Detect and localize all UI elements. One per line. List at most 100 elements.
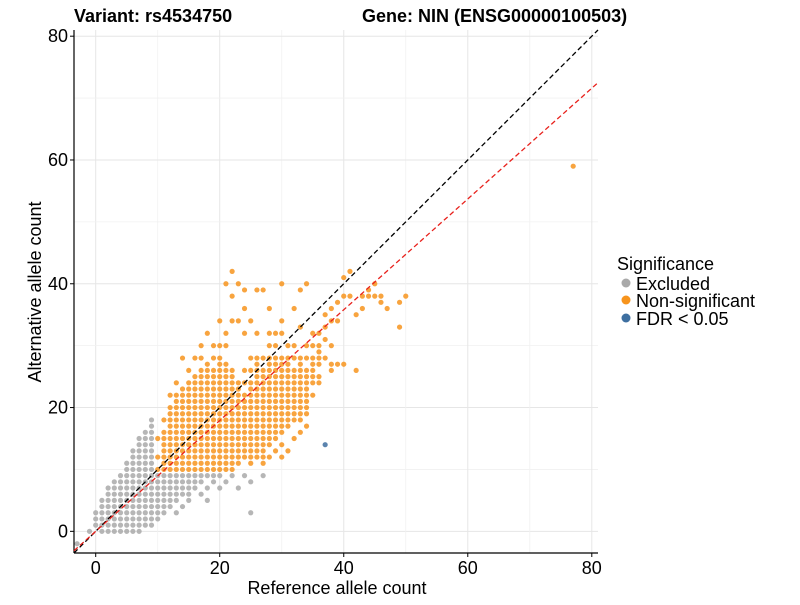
point-non-significant <box>372 293 378 299</box>
point-non-significant <box>272 423 279 429</box>
point-non-significant <box>316 343 322 349</box>
point-non-significant <box>167 448 173 454</box>
point-excluded <box>248 479 254 485</box>
point-non-significant <box>210 435 217 442</box>
point-excluded <box>142 442 148 448</box>
point-non-significant <box>396 324 403 330</box>
point-non-significant <box>322 336 328 343</box>
point-non-significant <box>173 398 179 404</box>
x-tick-label: 0 <box>91 558 101 578</box>
point-non-significant <box>396 299 403 305</box>
point-excluded <box>142 503 148 510</box>
point-non-significant <box>210 380 217 386</box>
point-excluded <box>136 435 142 442</box>
point-non-significant <box>241 435 248 442</box>
point-non-significant <box>248 404 254 411</box>
point-non-significant <box>173 429 179 435</box>
x-tick-label: 60 <box>458 558 478 578</box>
point-non-significant <box>217 392 223 398</box>
point-excluded <box>173 491 179 497</box>
point-excluded <box>86 528 93 534</box>
point-excluded <box>148 485 155 491</box>
point-non-significant <box>179 386 186 392</box>
point-excluded <box>173 497 179 503</box>
point-non-significant <box>179 417 186 423</box>
point-excluded <box>117 473 124 479</box>
point-non-significant <box>353 367 359 374</box>
point-non-significant <box>161 448 167 454</box>
point-non-significant <box>229 318 235 324</box>
point-excluded <box>130 454 136 460</box>
point-excluded <box>161 473 167 479</box>
point-non-significant <box>285 343 291 349</box>
point-non-significant <box>223 380 229 386</box>
point-excluded <box>136 497 142 503</box>
point-non-significant <box>266 367 272 374</box>
point-non-significant <box>179 454 186 460</box>
point-excluded <box>124 528 130 534</box>
point-excluded <box>173 510 179 516</box>
point-non-significant <box>198 442 204 448</box>
point-non-significant <box>279 411 285 417</box>
point-non-significant <box>285 398 291 404</box>
point-non-significant <box>198 448 204 454</box>
point-non-significant <box>198 355 204 361</box>
point-non-significant <box>272 429 279 435</box>
point-non-significant <box>186 411 192 417</box>
point-excluded <box>148 522 155 528</box>
point-excluded <box>155 491 161 497</box>
point-excluded <box>186 491 192 497</box>
point-non-significant <box>204 380 210 386</box>
point-excluded <box>148 448 155 454</box>
point-non-significant <box>186 392 192 398</box>
point-non-significant <box>210 367 217 374</box>
point-non-significant <box>266 411 272 417</box>
point-excluded <box>105 503 111 510</box>
legend-swatch-excluded <box>621 278 631 288</box>
point-non-significant <box>173 411 179 417</box>
point-non-significant <box>291 398 297 404</box>
point-non-significant <box>235 429 241 435</box>
point-non-significant <box>179 423 186 429</box>
point-excluded <box>155 503 161 510</box>
point-non-significant <box>223 442 229 448</box>
point-excluded <box>111 503 117 510</box>
point-non-significant <box>210 386 217 392</box>
point-non-significant <box>198 435 204 442</box>
point-non-significant <box>210 448 217 454</box>
point-non-significant <box>297 361 303 367</box>
point-non-significant <box>303 355 310 361</box>
point-non-significant <box>254 380 260 386</box>
point-non-significant <box>260 355 266 361</box>
point-non-significant <box>347 268 353 274</box>
point-non-significant <box>254 411 260 417</box>
point-non-significant <box>235 454 241 460</box>
chart-title-variant: Variant: rs4534750 <box>74 6 232 26</box>
point-non-significant <box>260 423 266 429</box>
point-non-significant <box>173 435 179 442</box>
point-non-significant <box>223 454 229 460</box>
point-excluded <box>192 473 198 479</box>
point-non-significant <box>235 435 241 442</box>
point-non-significant <box>179 429 186 435</box>
point-non-significant <box>285 386 291 392</box>
point-non-significant <box>229 448 235 454</box>
point-non-significant <box>303 392 310 398</box>
reference-line <box>73 29 599 554</box>
point-non-significant <box>229 423 235 429</box>
point-non-significant <box>223 374 229 380</box>
point-excluded <box>130 510 136 516</box>
point-non-significant <box>186 448 192 454</box>
point-non-significant <box>198 429 204 435</box>
point-non-significant <box>229 429 235 435</box>
point-non-significant <box>241 429 248 435</box>
point-non-significant <box>167 392 173 398</box>
point-excluded <box>142 435 148 442</box>
point-non-significant <box>254 417 260 423</box>
point-non-significant <box>204 454 210 460</box>
point-excluded <box>130 503 136 510</box>
point-non-significant <box>210 442 217 448</box>
point-non-significant <box>198 404 204 411</box>
point-non-significant <box>266 398 272 404</box>
point-non-significant <box>248 411 254 417</box>
